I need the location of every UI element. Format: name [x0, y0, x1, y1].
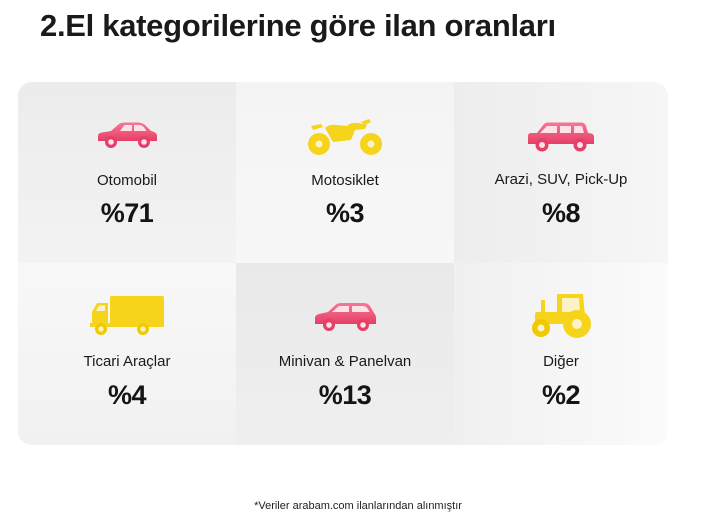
- suv-icon: [528, 122, 594, 152]
- car-icon: [98, 122, 157, 148]
- truck-icon: [90, 296, 164, 335]
- category-label: Otomobil: [96, 172, 158, 189]
- page-title: 2.El kategorilerine göre ilan oranları: [40, 8, 556, 43]
- minivan-icon: [315, 303, 376, 331]
- category-grid: Otomobil %71 Motosiklet %3: [18, 82, 668, 445]
- category-card-motosiklet: Motosiklet %3: [236, 82, 454, 263]
- category-label: Arazi, SUV, Pick-Up: [494, 171, 628, 188]
- tractor-icon: [532, 294, 591, 338]
- category-percentage: %4: [107, 380, 147, 410]
- category-label: Ticari Araçlar: [83, 353, 171, 370]
- category-percentage: %3: [325, 198, 365, 228]
- category-card-minivan-panelvan: Minivan & Panelvan %13: [236, 263, 454, 445]
- category-label: Minivan & Panelvan: [278, 353, 412, 370]
- category-card-diger: Diğer %2: [454, 263, 668, 445]
- category-percentage: %13: [318, 380, 372, 410]
- category-card-ticari-araclar: Ticari Araçlar %4: [18, 263, 236, 445]
- motorcycle-icon: [308, 119, 382, 155]
- category-card-otomobil: Otomobil %71: [18, 82, 236, 263]
- category-card-arazi-suv-pickup: Arazi, SUV, Pick-Up %8: [454, 82, 668, 263]
- category-percentage: %71: [100, 198, 154, 228]
- category-percentage: %8: [541, 198, 581, 228]
- category-label: Diğer: [543, 353, 579, 370]
- category-label: Motosiklet: [311, 172, 379, 189]
- category-percentage: %2: [541, 380, 581, 410]
- footnote: *Veriler arabam.com ilanlarından alınmış…: [254, 500, 462, 512]
